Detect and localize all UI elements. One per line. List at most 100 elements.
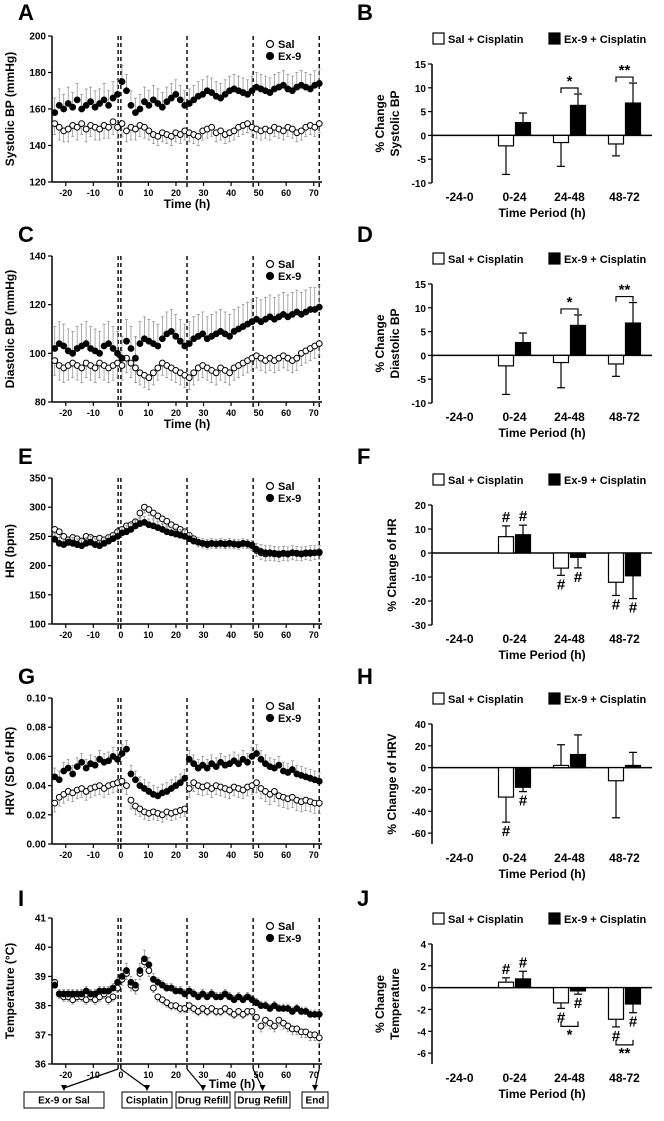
data-point (185, 785, 193, 792)
bar (514, 978, 532, 989)
data-point (51, 345, 59, 352)
data-point (266, 89, 274, 96)
x-tick-label: 50 (254, 1070, 264, 1080)
legend-label: Sal + Cisplatin (448, 694, 524, 706)
x-axis-title: Time Period (h) (498, 1087, 585, 1101)
bar (624, 552, 642, 577)
significance-hash: # (502, 823, 511, 840)
x-category-label: 48-72 (609, 851, 640, 865)
data-point (149, 96, 157, 104)
y-tick-label: 39 (35, 972, 47, 983)
bar (607, 134, 625, 145)
x-category-label: 48-72 (609, 1071, 640, 1085)
x-tick-label: 40 (226, 188, 236, 198)
data-point (154, 342, 162, 350)
y-tick-label: -2 (417, 1005, 426, 1016)
y-tick-label: -5 (417, 375, 426, 386)
significance-star: * (567, 294, 573, 311)
bar (607, 767, 625, 782)
significance-hash: # (629, 600, 638, 617)
data-point (190, 760, 198, 768)
data-point (78, 105, 86, 113)
significance-bracket (615, 76, 634, 83)
legend-marker (265, 259, 275, 269)
data-point (190, 369, 198, 377)
data-point (114, 123, 121, 131)
data-point (96, 100, 103, 107)
y-tick-label: 0.08 (27, 723, 47, 734)
data-point (141, 123, 148, 131)
event-arrowhead (61, 1085, 67, 1091)
legend-swatch (432, 32, 445, 45)
y-tick-label: 10 (415, 84, 427, 95)
y-tick-label: 40 (415, 720, 427, 731)
y-tick-label: 0.06 (27, 752, 47, 763)
significance-bracket (560, 1021, 579, 1027)
data-point (109, 993, 117, 1001)
significance-hash: # (574, 995, 583, 1012)
event-label: Drug Refill (237, 1096, 288, 1107)
legend-swatch (432, 912, 445, 925)
event-box (301, 1091, 329, 1109)
y-tick-label: -40 (412, 807, 427, 818)
bar (624, 987, 642, 1005)
panel-label: I (18, 886, 24, 911)
y-tick-label: 150 (29, 590, 46, 601)
series-ex-9 (51, 64, 323, 117)
data-point (96, 349, 103, 357)
x-category-label: 48-72 (609, 410, 640, 424)
significance-star: ** (619, 1045, 631, 1062)
series-ex-9 (51, 949, 323, 1018)
y-tick-label: -4 (417, 1027, 426, 1038)
data-point (64, 100, 72, 107)
data-point (266, 127, 274, 135)
x-axis-title: Time (h) (164, 197, 210, 211)
data-point (149, 369, 157, 377)
data-point (279, 81, 287, 89)
data-point (136, 340, 144, 348)
panel-label: G (18, 664, 35, 689)
data-point (78, 364, 86, 372)
data-point (190, 96, 198, 104)
x-axis-title: Time Period (h) (498, 206, 585, 220)
y-tick-label: -20 (412, 597, 427, 608)
event-label: Cisplatin (126, 1096, 168, 1107)
event-box (175, 1091, 231, 1109)
data-point (109, 118, 117, 126)
legend-label: Ex-9 (278, 271, 301, 283)
data-point (226, 369, 233, 377)
data-point (51, 981, 59, 989)
data-point (69, 770, 77, 778)
x-category-label: 24-48 (554, 1071, 585, 1085)
bar (497, 536, 515, 554)
x-tick-label: 0 (118, 1070, 123, 1080)
y-axis-title: Temperature (°C) (3, 943, 17, 1040)
panel-label: J (357, 886, 369, 911)
data-point (109, 345, 117, 352)
significance-star: * (567, 1026, 573, 1043)
series-sal (51, 777, 323, 823)
data-point (55, 123, 63, 131)
data-point (154, 132, 162, 140)
y-axis-title: % Change (373, 314, 387, 372)
x-tick-label: 0 (118, 850, 123, 860)
legend-swatch (432, 473, 445, 486)
x-category-label: 0-24 (502, 410, 526, 424)
data-point (82, 125, 90, 133)
data-point (64, 764, 72, 772)
data-point (55, 101, 63, 109)
legend-marker (265, 921, 275, 931)
legend-label: Sal (278, 481, 295, 493)
legend-label: Sal + Cisplatin (448, 254, 524, 266)
legend-marker (265, 39, 275, 49)
event-label: End (306, 1096, 325, 1107)
data-point (154, 100, 162, 107)
data-point (315, 120, 323, 127)
data-point (51, 120, 59, 127)
legend-label: Ex-9 + Cisplatin (564, 254, 647, 266)
data-point (109, 984, 117, 992)
x-tick-label: 70 (309, 630, 319, 640)
data-point (253, 750, 260, 757)
bar (624, 764, 642, 769)
y-axis-title: HRV (SD of HR) (3, 727, 17, 815)
